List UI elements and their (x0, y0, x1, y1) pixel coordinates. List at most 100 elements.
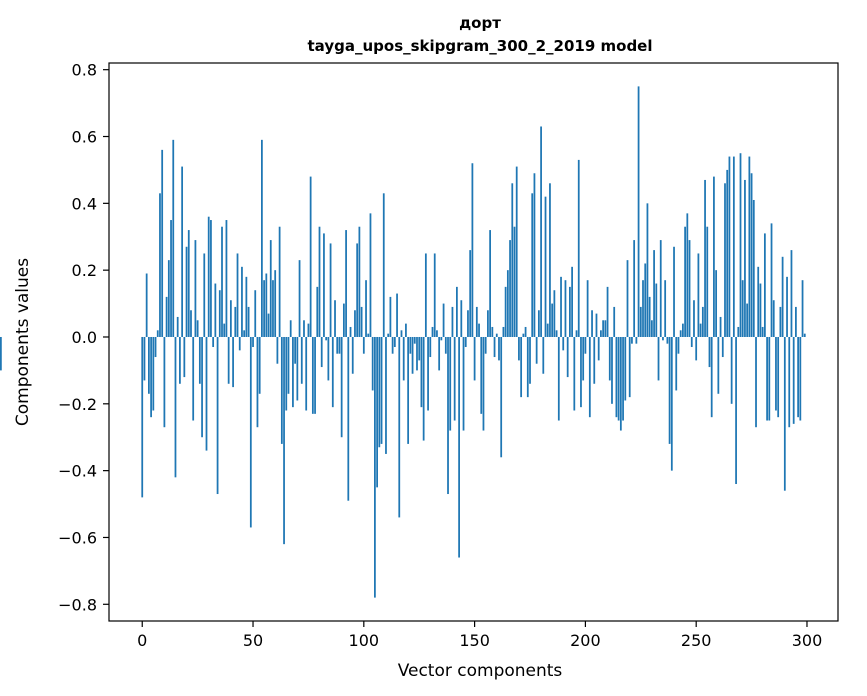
bar-component-156 (487, 310, 489, 337)
bar-component-68 (292, 336, 294, 408)
bar-component-219 (626, 260, 629, 337)
x-tick-label: 50 (243, 631, 263, 650)
bar-component-202 (588, 336, 591, 418)
bar-component-52 (256, 336, 259, 428)
bar-component-276 (752, 199, 755, 337)
bar-component-263 (724, 183, 726, 337)
bar-component-21 (187, 230, 190, 337)
bar-component-243 (679, 330, 682, 337)
bar-component-15 (174, 336, 177, 478)
bar-component-158 (491, 326, 494, 337)
bar-component-112 (389, 296, 392, 337)
bar-component-50 (252, 336, 254, 348)
bar-component-103 (369, 213, 372, 337)
bar-component-111 (387, 333, 390, 337)
bar-component-161 (498, 336, 500, 361)
bar-component-122 (411, 336, 414, 374)
bar-component-259 (715, 270, 718, 337)
bar-component-274 (748, 156, 751, 337)
bar-component-141 (453, 336, 456, 421)
bar-component-110 (385, 336, 387, 454)
bar-component-65 (285, 336, 288, 411)
bar-component-180 (540, 126, 542, 337)
bar-component-240 (673, 246, 675, 337)
bar-component-261 (719, 316, 722, 337)
bar-component-44 (238, 336, 241, 351)
bar-component-89 (338, 336, 341, 354)
bar-component-49 (249, 336, 252, 528)
bar-component-123 (413, 336, 416, 344)
bar-component-245 (684, 226, 686, 337)
bar-component-36 (221, 226, 223, 337)
bar-component-290 (783, 336, 786, 491)
bar-component-118 (402, 336, 405, 381)
bar-component-275 (750, 173, 753, 337)
bar-component-260 (717, 336, 720, 394)
bar-component-265 (728, 156, 731, 337)
bar-component-99 (360, 306, 363, 337)
bar-component-249 (693, 300, 695, 337)
y-tick-label: 0.8 (72, 61, 97, 80)
bar-component-62 (278, 226, 281, 337)
y-tick-label: −0.8 (58, 595, 97, 614)
bar-component-73 (303, 320, 305, 337)
bar-component-206 (597, 336, 600, 361)
x-axis-ticks: 0 50 100 150 200 250 300 (137, 621, 822, 650)
bar-component-235 (662, 336, 664, 341)
bar-component-299 (803, 333, 806, 337)
bar-component-289 (781, 256, 784, 337)
bar-component-59 (272, 280, 274, 337)
bar-component-169 (515, 166, 518, 337)
bar-component-216 (619, 336, 622, 431)
bar-component-255 (706, 226, 709, 337)
bar-component-130 (429, 336, 432, 358)
bar-component-170 (518, 336, 520, 361)
bar-component-237 (666, 336, 669, 344)
bar-component-5 (152, 336, 155, 411)
bar-component-131 (431, 326, 434, 337)
bar-component-181 (542, 336, 545, 374)
bar-component-29 (205, 336, 208, 451)
bar-component-248 (690, 336, 693, 348)
bar-component-46 (243, 330, 246, 337)
bar-component-214 (615, 336, 618, 418)
bar-component-142 (456, 286, 458, 337)
bar-component-124 (416, 336, 418, 371)
bar-component-285 (772, 300, 775, 337)
bar-component-116 (398, 336, 401, 518)
bar-component-145 (462, 336, 465, 431)
bar-component-113 (391, 336, 394, 354)
bar-component-42 (234, 306, 237, 337)
bar-component-76 (309, 176, 312, 337)
y-tick-label: 0.6 (72, 128, 97, 147)
bar-component-229 (648, 296, 651, 337)
y-tick-label: −0.6 (58, 528, 97, 547)
bar-component-121 (409, 336, 412, 354)
bar-component-173 (524, 326, 527, 337)
bar-component-236 (664, 280, 667, 337)
bar-component-152 (478, 323, 480, 337)
bar-component-75 (307, 323, 310, 337)
bar-component-257 (710, 336, 713, 418)
bar-component-266 (730, 336, 733, 404)
bar-component-92 (345, 230, 347, 337)
bar-component-162 (500, 336, 503, 458)
bar-component-8 (159, 193, 161, 337)
bar-component-34 (216, 336, 219, 495)
bar-component-137 (444, 336, 447, 354)
bar-component-163 (502, 326, 505, 337)
bar-component-242 (677, 336, 680, 354)
bar-component-91 (342, 303, 345, 337)
bar-component-87 (334, 300, 336, 337)
bar-component-117 (400, 330, 403, 337)
bar-component-228 (646, 203, 649, 337)
chart-subtitle: tayga_upos_skipgram_300_2_2019 model (308, 37, 653, 55)
bar-component-128 (424, 253, 427, 337)
x-axis-label: Vector components (398, 661, 563, 681)
bar-component-83 (325, 336, 328, 341)
bar-component-252 (699, 323, 702, 337)
bar-component-267 (732, 156, 735, 337)
bar-component-104 (371, 336, 374, 391)
bar-component-280 (761, 326, 764, 337)
bar-component-151 (475, 306, 478, 337)
